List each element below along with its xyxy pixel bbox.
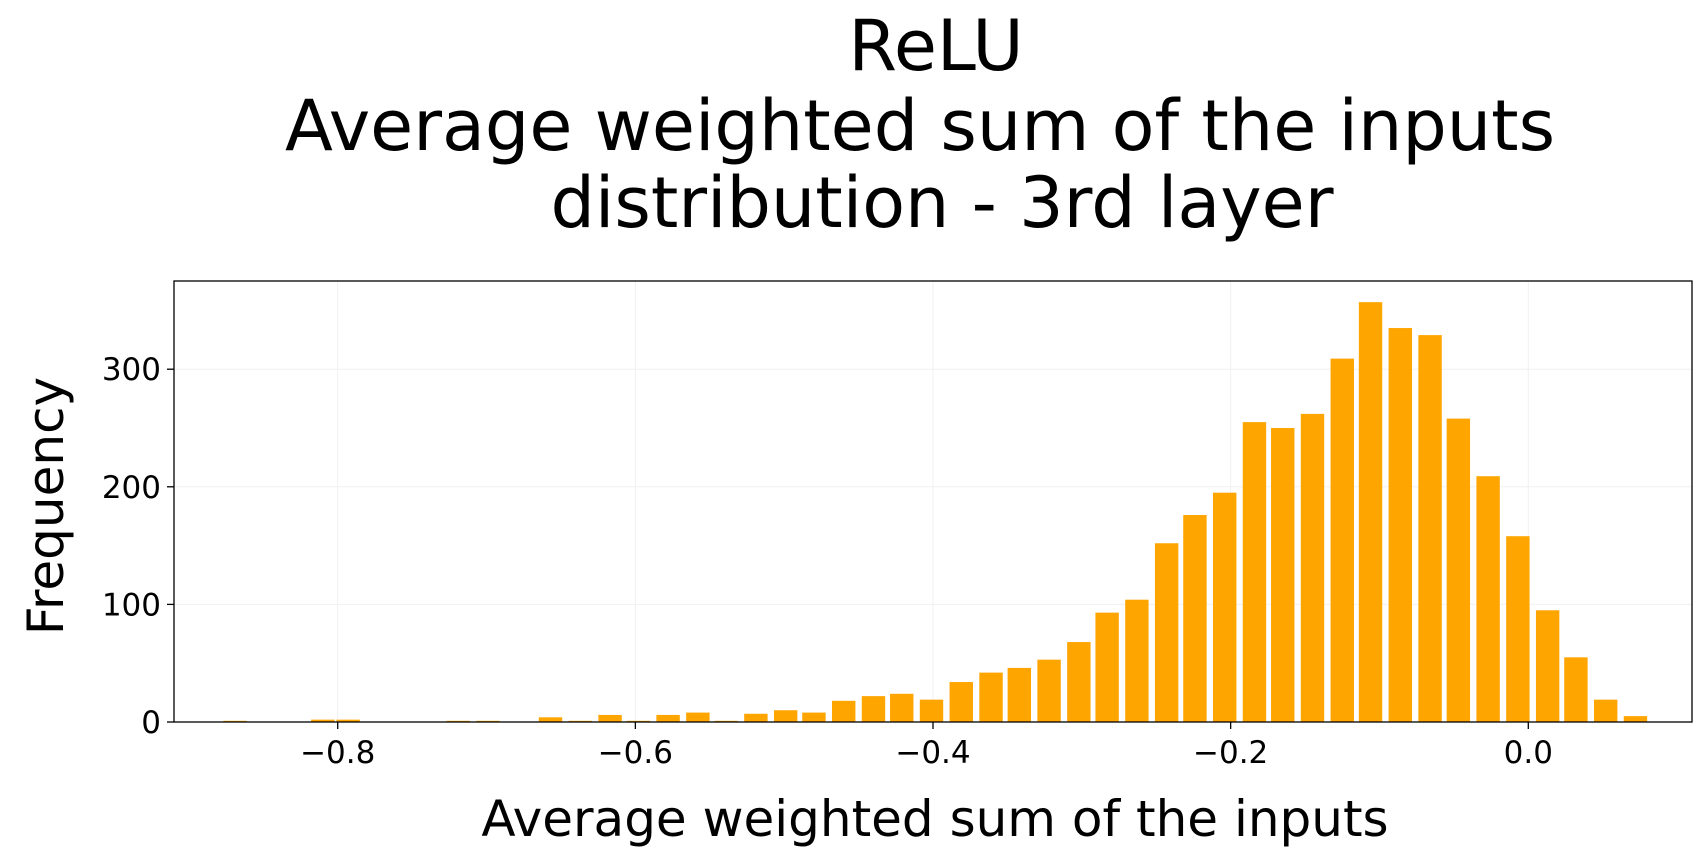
histogram-bar <box>1154 543 1179 722</box>
histogram-bar <box>919 699 944 722</box>
histogram-bar <box>656 714 680 722</box>
histogram-bar <box>1007 667 1032 722</box>
y-axis-label: Frequency <box>17 377 75 635</box>
histogram-bar <box>773 710 798 722</box>
y-tick-label-3: 300 <box>102 352 161 388</box>
histogram-bar <box>538 717 563 722</box>
histogram-bar <box>1593 699 1618 722</box>
histogram-bar <box>890 693 914 722</box>
x-tick-label-1: −0.6 <box>598 735 673 771</box>
chart-title-line-3: distribution - 3rd layer <box>550 162 1333 244</box>
histogram-bars <box>223 302 1648 722</box>
histogram-bar <box>1300 413 1325 722</box>
x-tick-label-4: 0.0 <box>1504 735 1553 771</box>
histogram-bar <box>1506 536 1530 722</box>
y-axis-ticks: 0 100 200 300 <box>102 352 174 741</box>
histogram-bar <box>1564 657 1588 722</box>
histogram-bar <box>1535 610 1560 722</box>
histogram-bar <box>311 719 335 722</box>
histogram-bar <box>1358 302 1383 722</box>
histogram-bar <box>979 672 1003 722</box>
histogram-bar <box>744 713 768 722</box>
histogram-bar <box>598 714 622 722</box>
histogram-bar <box>1623 716 1648 722</box>
x-tick-label-0: −0.8 <box>300 735 375 771</box>
x-tick-label-3: −0.2 <box>1193 735 1268 771</box>
y-tick-label-0: 0 <box>141 705 161 741</box>
histogram-bar <box>1067 642 1091 722</box>
histogram-bar <box>336 719 360 722</box>
histogram-bar <box>1037 659 1061 722</box>
chart-title-line-2: Average weighted sum of the inputs <box>285 85 1555 167</box>
histogram-bar <box>1476 476 1500 722</box>
histogram-bar <box>1125 599 1149 722</box>
chart-title: ReLU Average weighted sum of the inputs … <box>285 5 1555 244</box>
chart-title-line-1: ReLU <box>848 5 1023 87</box>
histogram-bar <box>1183 515 1207 722</box>
x-tick-label-2: −0.4 <box>895 735 970 771</box>
histogram-bar <box>686 712 710 722</box>
histogram-bar <box>1271 428 1295 722</box>
y-tick-label-1: 100 <box>102 587 161 623</box>
y-tick-label-2: 200 <box>102 470 161 506</box>
histogram-bar <box>1095 612 1119 722</box>
histogram-bar <box>861 696 886 722</box>
histogram-bar <box>1242 422 1267 722</box>
histogram-bar <box>1446 418 1471 722</box>
x-axis-ticks: −0.8 −0.6 −0.4 −0.2 0.0 <box>300 722 1553 771</box>
x-axis-label: Average weighted sum of the inputs <box>481 790 1388 848</box>
histogram-bar <box>1388 328 1413 722</box>
histogram-bar <box>1418 335 1442 722</box>
histogram-bar <box>1212 492 1237 722</box>
histogram-bar <box>802 712 826 722</box>
histogram-bar <box>832 700 856 722</box>
histogram-bar <box>949 682 973 722</box>
histogram-bar <box>1330 358 1354 722</box>
